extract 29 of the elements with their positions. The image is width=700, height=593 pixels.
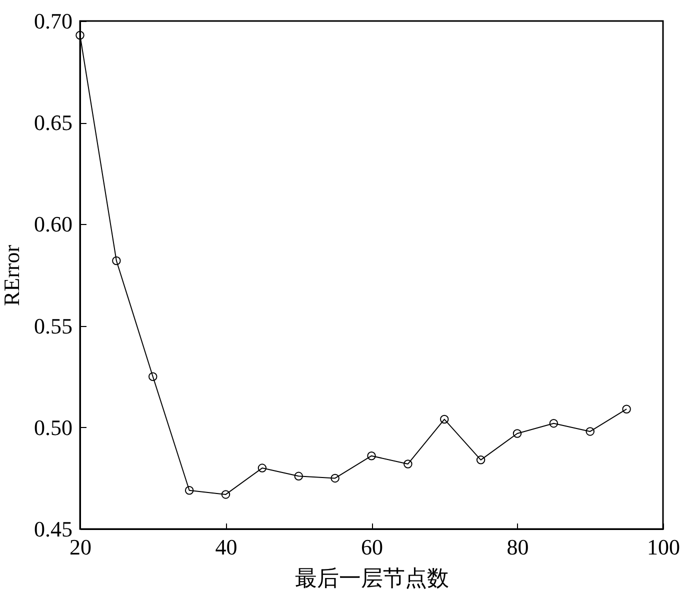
x-tick-label: 40: [215, 534, 238, 560]
y-tick-label: 0.65: [34, 110, 72, 136]
point: [294, 472, 303, 481]
point: [512, 429, 522, 438]
x-tick-label: 100: [647, 534, 680, 560]
point: [330, 474, 340, 483]
point: [476, 456, 486, 464]
y-tick-label: 0.50: [34, 414, 72, 440]
y-tick-label: 0.45: [34, 516, 72, 542]
point: [76, 30, 84, 40]
point: [404, 460, 412, 468]
x-tick-label: 20: [70, 534, 92, 560]
point: [148, 372, 158, 381]
x-tick-label: 80: [506, 534, 529, 560]
point: [367, 451, 376, 460]
y-tick-label: 0.70: [34, 8, 72, 34]
y-tick-label: 0.55: [34, 313, 72, 338]
x-axis-title: 最后一层节点数: [295, 566, 449, 590]
point: [221, 490, 230, 499]
point: [549, 418, 558, 428]
point: [586, 427, 594, 436]
y-tick-label: 0.60: [34, 212, 72, 237]
y-axis-title: RError: [0, 244, 24, 306]
point: [184, 486, 194, 495]
point: [440, 414, 449, 424]
point: [112, 256, 121, 266]
point: [622, 404, 631, 414]
point: [258, 464, 267, 472]
x-tick-label: 60: [361, 534, 383, 560]
